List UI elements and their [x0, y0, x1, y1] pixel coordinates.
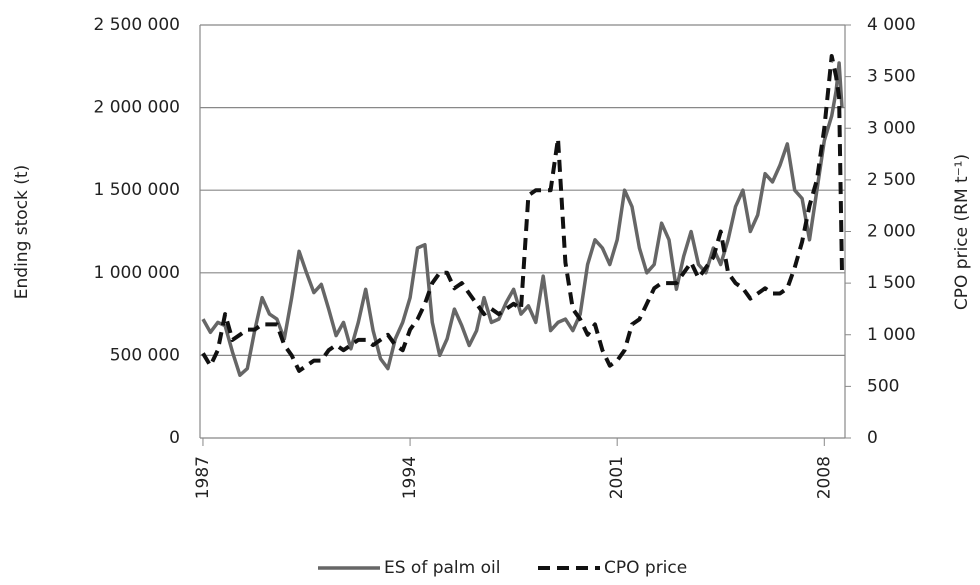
- y-tick-label: 2 000 000: [93, 98, 180, 118]
- x-tick-label: 1987: [193, 456, 213, 499]
- y2-tick-label: 2 000: [867, 222, 916, 242]
- y-tick-label: 500 000: [110, 345, 180, 365]
- legend-label: ES of palm oil: [384, 558, 500, 578]
- y-tick-label: 1 500 000: [93, 180, 180, 200]
- y-tick-label: 2 500 000: [93, 15, 180, 35]
- x-tick-label: 1994: [400, 456, 420, 499]
- y2-tick-label: 4 000: [867, 15, 916, 35]
- y2-tick-label: 3 000: [867, 118, 916, 138]
- x-tick-label: 2008: [814, 456, 834, 499]
- y-axis-title: Ending stock (t): [12, 165, 32, 299]
- y-tick-label: 0: [169, 428, 180, 448]
- y2-tick-label: 0: [867, 428, 878, 448]
- y2-tick-label: 1 000: [867, 325, 916, 345]
- series-line: [201, 54, 844, 373]
- y2-tick-label: 1 500: [867, 273, 916, 293]
- x-tick-label: 2001: [607, 456, 627, 499]
- y2-tick-label: 500: [867, 376, 899, 396]
- y2-axis-title: CPO price (RM t⁻¹): [952, 154, 972, 310]
- y-tick-label: 1 000 000: [93, 263, 180, 283]
- legend-label: CPO price: [604, 558, 687, 578]
- y2-tick-label: 3 500: [867, 67, 916, 87]
- y2-tick-label: 2 500: [867, 170, 916, 190]
- series-line: [201, 61, 844, 377]
